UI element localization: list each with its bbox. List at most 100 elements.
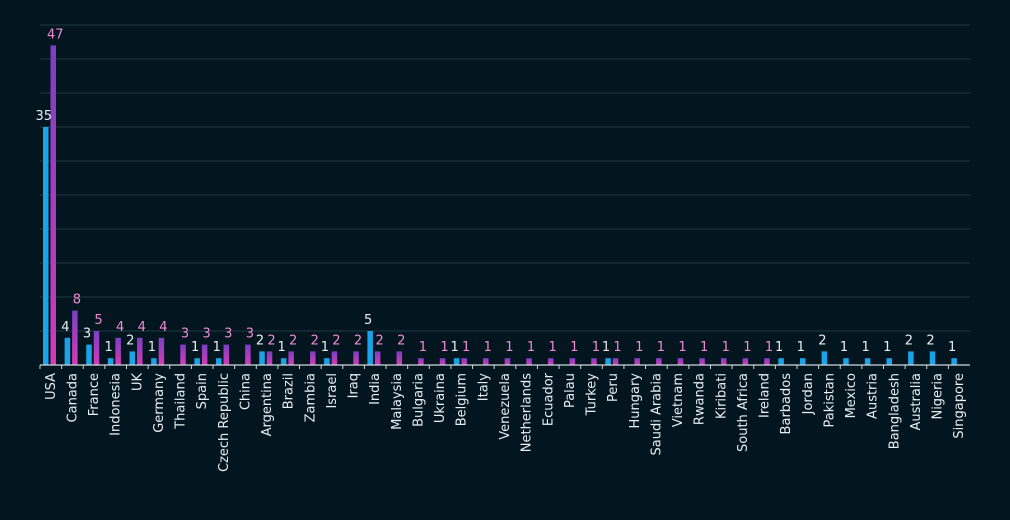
- bar-series2: [677, 358, 684, 365]
- category-label: UK: [130, 373, 145, 392]
- value-label-series2: 2: [311, 333, 319, 348]
- category-label: Israel: [325, 373, 340, 409]
- bar-series2: [699, 358, 705, 365]
- category-label: Thailand: [174, 373, 189, 430]
- category-labels: USA Canada France Indonesia UK Germany Thailan…: [39, 365, 967, 472]
- value-label-series2: 1: [743, 340, 751, 355]
- value-label-series1: 2: [256, 333, 264, 348]
- value-label-series2: 1: [527, 340, 535, 355]
- value-label-series1: 1: [883, 340, 891, 355]
- category-label: Vietnam: [671, 373, 686, 427]
- category-label: France: [87, 373, 102, 416]
- bar-series1: [908, 351, 914, 365]
- bar-series1: [367, 331, 373, 365]
- bar-series1: [864, 358, 871, 365]
- bar-series1: [778, 358, 784, 365]
- bar-series1: [821, 351, 828, 365]
- value-label-series2: 1: [678, 340, 686, 355]
- value-label-series2: 1: [613, 340, 621, 355]
- value-label-series1: 1: [797, 340, 805, 355]
- value-label-series1: 2: [818, 333, 826, 348]
- bar-series1: [324, 358, 330, 365]
- value-label-series2: 1: [462, 340, 470, 355]
- bar-series2: [634, 358, 640, 365]
- bar-series1: [843, 358, 849, 365]
- bar-series2: [223, 344, 230, 365]
- value-label-series2: 5: [94, 313, 102, 328]
- bar-series2: [742, 358, 749, 365]
- bar-series2: [526, 358, 532, 365]
- category-label: Australia: [909, 373, 924, 431]
- value-label-series1: 1: [775, 340, 783, 355]
- bar-series2: [158, 337, 165, 365]
- bar-series1: [194, 358, 200, 365]
- bar-series2: [115, 337, 121, 365]
- value-label-series1: 2: [905, 333, 913, 348]
- bar-series2: [180, 344, 186, 365]
- category-label: Saudi Arabia: [649, 373, 664, 456]
- value-label-series2: 2: [354, 333, 362, 348]
- bar-series2: [137, 337, 143, 365]
- value-label-series1: 1: [321, 340, 329, 355]
- category-label: India: [368, 373, 383, 405]
- category-label: Peru: [606, 373, 621, 402]
- bar-series1: [86, 344, 92, 365]
- value-label-series2: 1: [592, 340, 600, 355]
- value-label-series2: 1: [657, 340, 665, 355]
- value-label-series2: 3: [203, 327, 211, 342]
- category-label: Ecuador: [541, 372, 556, 426]
- bar-series1: [151, 358, 157, 365]
- category-label: Czech Republic: [217, 373, 232, 472]
- value-label-series1: 1: [213, 340, 221, 355]
- category-label: Spain: [195, 373, 210, 409]
- category-label: Ukraina: [433, 373, 448, 423]
- value-label-series1: 1: [191, 340, 199, 355]
- grid-lines: [40, 24, 970, 332]
- bar-series2: [720, 358, 727, 365]
- category-label: Turkey: [585, 373, 600, 417]
- bar-series2: [50, 45, 56, 366]
- value-label-series2: 1: [765, 340, 773, 355]
- value-label-series2: 1: [722, 340, 730, 355]
- bar-series1: [453, 358, 460, 365]
- bar-series2: [547, 358, 554, 365]
- category-label: Malaysia: [390, 373, 405, 430]
- category-label: China: [238, 373, 253, 410]
- bar-series1: [216, 358, 222, 365]
- category-label: Pakistan: [822, 373, 837, 427]
- value-label-series1: 5: [364, 313, 372, 328]
- bar-series1: [280, 358, 287, 365]
- value-label-series2: 3: [224, 327, 232, 342]
- bar-series2: [201, 344, 208, 365]
- value-label-series1: 1: [104, 340, 112, 355]
- category-label: Bulgaria: [411, 373, 426, 427]
- value-label-series2: 1: [549, 340, 557, 355]
- value-label-series2: 4: [138, 320, 146, 335]
- bar-series2: [483, 358, 489, 365]
- value-label-series2: 1: [505, 340, 513, 355]
- bar-series1: [129, 351, 136, 365]
- value-label-series2: 1: [419, 340, 427, 355]
- bar-series2: [591, 358, 597, 365]
- category-label: Kiribati: [714, 373, 729, 419]
- bar-series2: [418, 358, 424, 365]
- bar-series2: [93, 331, 100, 365]
- category-label: Zambia: [303, 373, 318, 422]
- value-label-series2: 2: [332, 333, 340, 348]
- value-label-series1: 1: [148, 340, 156, 355]
- category-label: Germany: [152, 373, 167, 433]
- bar-series1: [259, 351, 265, 365]
- bar-series2: [72, 310, 78, 365]
- category-label: Rwanda: [693, 373, 708, 425]
- value-label-series2: 1: [635, 340, 643, 355]
- bar-series2: [439, 358, 446, 365]
- value-label-series2: 1: [570, 340, 578, 355]
- value-label-series2: 4: [159, 320, 167, 335]
- category-label: Iraq: [347, 373, 362, 398]
- value-label-series1: 1: [861, 340, 869, 355]
- value-label-series1: 4: [61, 320, 69, 335]
- category-label: Mexico: [844, 373, 859, 418]
- value-label-series2: 1: [484, 340, 492, 355]
- value-label-series2: 3: [246, 327, 254, 342]
- bar-series2: [374, 351, 381, 365]
